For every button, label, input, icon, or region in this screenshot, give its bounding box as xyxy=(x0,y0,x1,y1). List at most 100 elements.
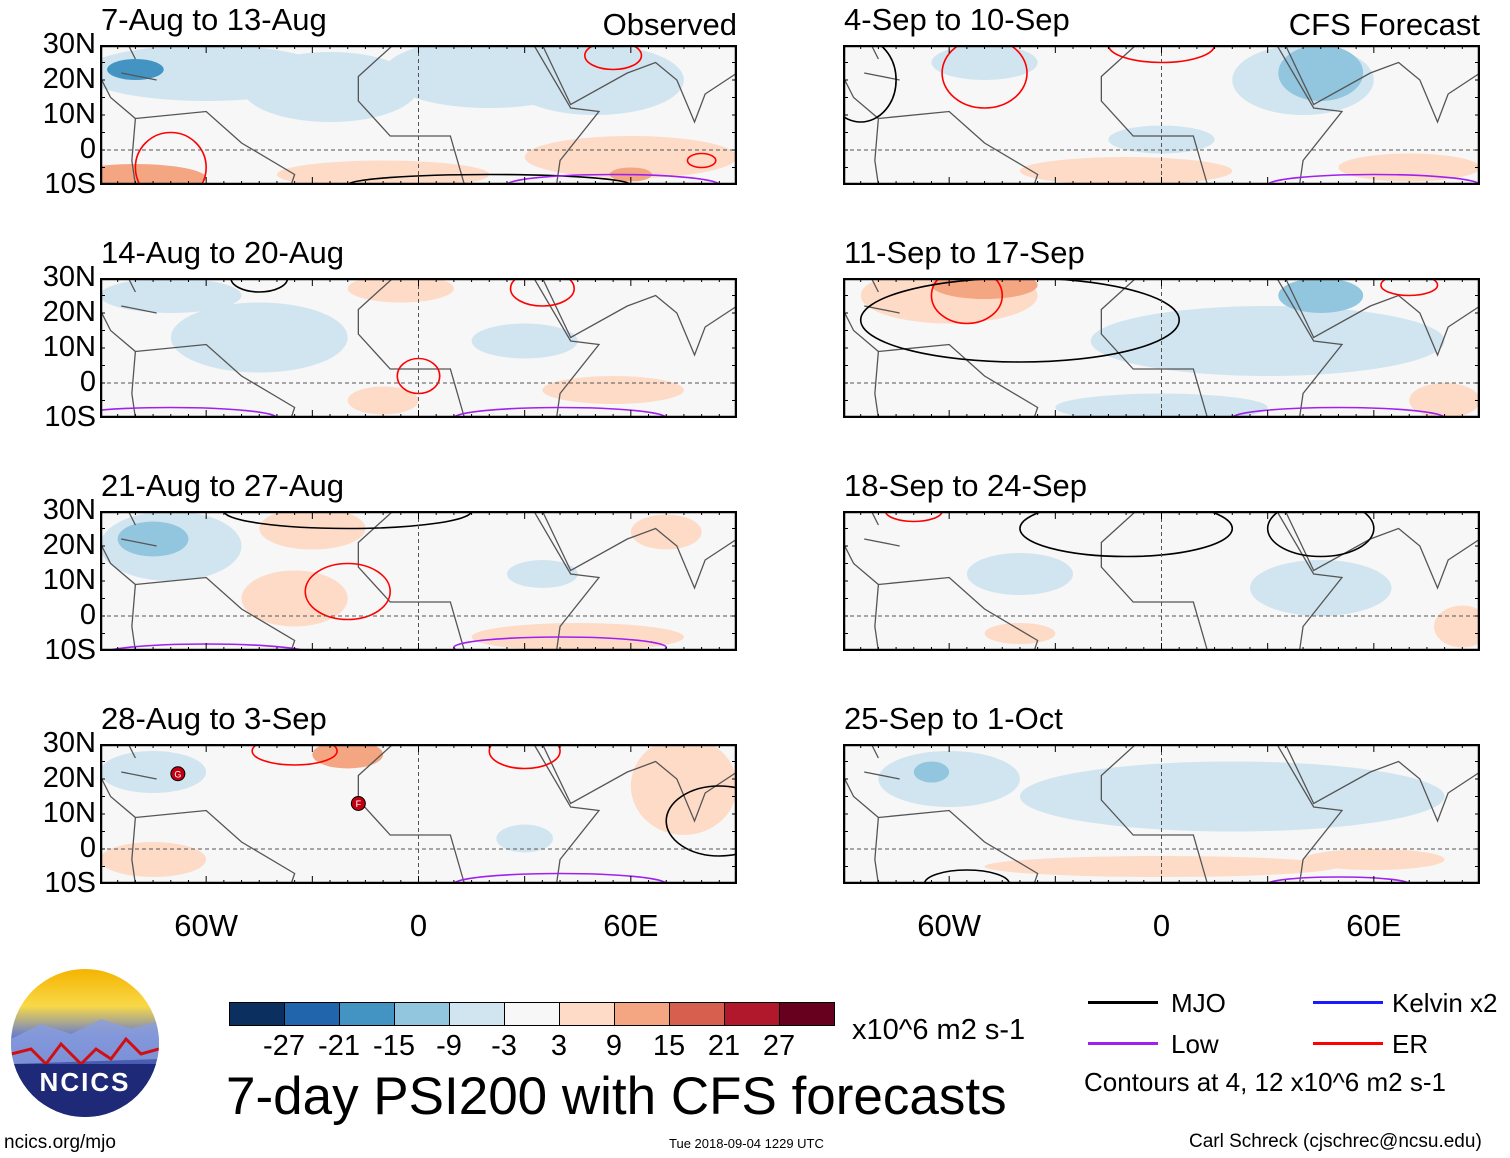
colorbar-swatch xyxy=(395,1003,450,1025)
colorbar-swatch xyxy=(285,1003,340,1025)
anomaly-region xyxy=(966,553,1074,595)
anomaly-region xyxy=(347,278,454,303)
lat-tick-label: 10S xyxy=(44,867,96,899)
north-america-outline xyxy=(843,511,900,585)
colorbar-label: -27 xyxy=(263,1030,305,1062)
lat-tick-label: 0 xyxy=(79,133,96,165)
africa-outline xyxy=(357,278,601,418)
lat-tick-label: 10N xyxy=(42,331,96,363)
map-panel xyxy=(100,45,737,185)
panel-title: 21-Aug to 27-Aug xyxy=(101,468,345,503)
contour-line xyxy=(1380,278,1439,297)
contour-line xyxy=(509,278,576,307)
panel-frame xyxy=(843,511,1480,651)
map-panel xyxy=(843,278,1480,418)
anomaly-region xyxy=(1338,153,1480,182)
contour-line xyxy=(1266,173,1480,185)
lon-tick-label: 60W xyxy=(174,908,239,943)
contour-line xyxy=(1231,406,1446,418)
south-america-outline xyxy=(874,809,1039,884)
panel-title: 28-Aug to 3-Sep xyxy=(101,701,327,736)
observed-label: Observed xyxy=(602,7,737,42)
legend-line-mjo xyxy=(1088,1001,1158,1004)
contour-line xyxy=(506,173,721,185)
anomaly-region xyxy=(878,751,1020,807)
anomaly-region xyxy=(1090,306,1445,376)
south-america-outline xyxy=(131,809,296,884)
panel-title: 7-Aug to 13-Aug xyxy=(101,2,327,37)
timestamp: Tue 2018-09-04 1229 UTC xyxy=(669,1136,824,1151)
contour-line xyxy=(859,278,1180,363)
website-text: ncics.org/mjo xyxy=(4,1132,116,1153)
lon-tick-label: 0 xyxy=(1152,908,1171,943)
colorbar-label: 21 xyxy=(707,1030,741,1062)
colorbar-label: -21 xyxy=(318,1030,360,1062)
anomaly-region xyxy=(259,511,366,550)
anomaly-region xyxy=(107,59,164,80)
forecast-label: CFS Forecast xyxy=(1288,7,1480,42)
colorbar-swatch xyxy=(780,1003,834,1025)
africa-outline xyxy=(1100,744,1344,884)
south-america-outline xyxy=(874,110,1039,185)
colorbar-swatch xyxy=(505,1003,560,1025)
contour-line xyxy=(843,45,897,123)
north-america-outline xyxy=(100,278,157,352)
contour-line xyxy=(488,744,561,770)
africa-outline xyxy=(1100,45,1344,185)
africa-outline xyxy=(357,744,601,884)
svg-text:G: G xyxy=(174,769,181,779)
anomaly-region xyxy=(524,136,737,178)
arabia-india-outline xyxy=(1284,511,1480,590)
contour-line xyxy=(1266,876,1411,884)
anomaly-region xyxy=(496,824,553,853)
anomaly-region xyxy=(1019,157,1233,185)
colorbar xyxy=(229,1002,835,1026)
contour-line xyxy=(1266,511,1375,558)
contour-line xyxy=(346,173,632,185)
arabia-india-outline xyxy=(541,511,737,590)
contour-line xyxy=(251,744,338,766)
colorbar-label: -3 xyxy=(491,1030,517,1062)
africa-outline xyxy=(1100,278,1344,418)
contour-line xyxy=(230,278,289,293)
lat-tick-label: 20N xyxy=(42,762,96,794)
anomaly-region xyxy=(506,45,684,115)
panel-frame xyxy=(843,45,1480,185)
arabia-india-outline xyxy=(1284,45,1480,124)
storm-marker: G xyxy=(170,766,186,782)
panel-title: 11-Sep to 17-Sep xyxy=(844,235,1085,270)
panel-title: 14-Aug to 20-Aug xyxy=(101,235,345,270)
africa-outline xyxy=(357,45,601,185)
contour-line xyxy=(665,785,737,857)
contour-line xyxy=(884,511,943,523)
anomaly-region xyxy=(100,842,207,877)
legend-label-low: Low xyxy=(1171,1029,1219,1059)
anomaly-region xyxy=(1278,278,1364,313)
lat-tick-label: 20N xyxy=(42,63,96,95)
lat-tick-label: 10N xyxy=(42,564,96,596)
anomaly-region xyxy=(1249,560,1392,616)
lat-tick-label: 10S xyxy=(44,634,96,666)
arabia-india-outline xyxy=(1284,278,1480,357)
lon-tick-label: 60W xyxy=(917,908,982,943)
lat-tick-label: 0 xyxy=(79,366,96,398)
north-america-outline xyxy=(843,744,900,818)
map-panel: GF xyxy=(100,744,737,884)
anomaly-region xyxy=(630,514,702,550)
panel-frame xyxy=(100,744,737,884)
colorbar-swatch xyxy=(560,1003,615,1025)
colorbar-swatch xyxy=(725,1003,780,1025)
anomaly-region xyxy=(1303,849,1445,870)
legend-line-er xyxy=(1313,1042,1383,1045)
contour-line xyxy=(941,45,1028,109)
lon-tick-label: 60E xyxy=(1346,908,1402,943)
south-america-outline xyxy=(874,576,1039,651)
lat-tick-label: 10S xyxy=(44,401,96,433)
colorbar-label: -9 xyxy=(436,1030,462,1062)
north-america-outline xyxy=(100,45,157,119)
anomaly-region xyxy=(1278,45,1364,101)
lat-tick-label: 0 xyxy=(79,832,96,864)
contour-line xyxy=(1019,511,1234,558)
anomaly-region xyxy=(984,623,1056,644)
panel-title: 25-Sep to 1-Oct xyxy=(844,701,1063,736)
